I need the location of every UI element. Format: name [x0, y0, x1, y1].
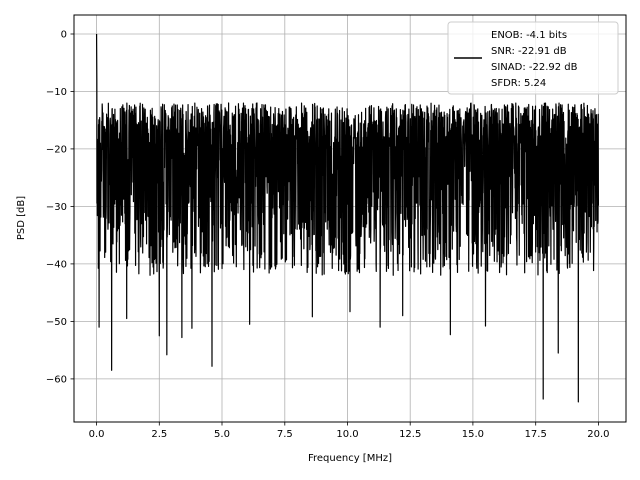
y-tick-label: −40 [46, 259, 67, 270]
legend-line-sinad: SINAD: -22.92 dB [491, 62, 578, 73]
y-axis-ticks: 0 −10 −20 −30 −40 −50 −60 [46, 30, 74, 385]
x-tick-label: 0.0 [89, 429, 105, 440]
x-tick-label: 7.5 [277, 429, 293, 440]
plot-frame [73, 14, 627, 423]
x-axis-label: Frequency [MHz] [308, 453, 392, 464]
legend-line-sfdr: SFDR: 5.24 [491, 78, 546, 89]
x-tick-label: 12.5 [399, 429, 421, 440]
y-tick-label: −30 [46, 202, 67, 213]
legend-line-enob: ENOB: -4.1 bits [491, 30, 567, 41]
y-tick-label: −20 [46, 144, 67, 155]
x-tick-label: 20.0 [587, 429, 609, 440]
series-layer [95, 33, 599, 403]
legend-box [447, 21, 619, 95]
x-tick-label: 10.0 [336, 429, 358, 440]
y-tick-label: −50 [46, 317, 67, 328]
legend-line-snr: SNR: -22.91 dB [491, 46, 567, 57]
y-axis-label: PSD [dB] [16, 196, 27, 240]
x-axis-ticks: 0.0 2.5 5.0 7.5 10.0 12.5 15.0 17.5 20.0 [89, 422, 610, 440]
x-tick-label: 2.5 [151, 429, 167, 440]
x-tick-label: 5.0 [214, 429, 230, 440]
y-tick-label: −60 [46, 374, 67, 385]
x-tick-label: 17.5 [525, 429, 547, 440]
psd-series-line [95, 33, 599, 403]
y-tick-label: 0 [61, 30, 67, 41]
x-tick-label: 15.0 [462, 429, 484, 440]
y-tick-label: −10 [46, 87, 67, 98]
legend: ENOB: -4.1 bits SNR: -22.91 dB SINAD: -2… [447, 21, 619, 95]
